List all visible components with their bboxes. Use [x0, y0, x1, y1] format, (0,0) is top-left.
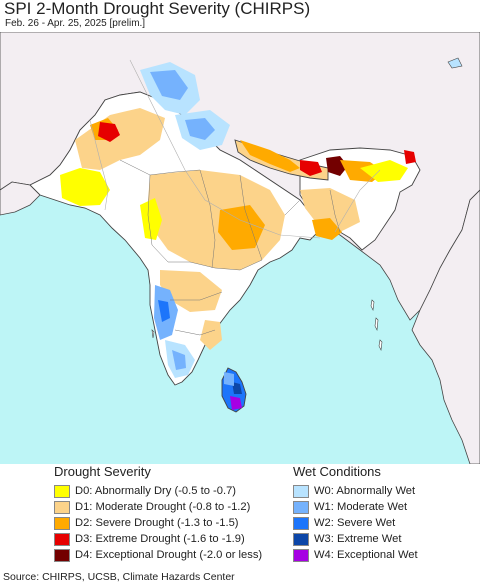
outside-land-west	[0, 181, 41, 216]
legend-label-d4: D4: Exceptional Drought (-2.0 or less)	[75, 549, 263, 561]
legend-swatch-d3	[54, 533, 70, 546]
legend-drought-title: Drought Severity	[54, 464, 151, 479]
map-subtitle: Feb. 26 - Apr. 25, 2025 [prelim.]	[5, 18, 146, 29]
legend-swatch-w3	[293, 533, 309, 546]
legend-label-w3: W3: Extreme Wet	[314, 533, 402, 545]
legend-label-d0: D0: Abnormally Dry (-0.5 to -0.7)	[75, 485, 237, 497]
legend-label-w1: W1: Moderate Wet	[314, 501, 408, 513]
legend-label-w4: W4: Exceptional Wet	[314, 549, 418, 561]
islands	[151, 57, 463, 352]
legend-swatch-d0	[54, 485, 70, 498]
legend-label-w2: W2: Severe Wet	[314, 517, 396, 529]
legend-label-d2: D2: Severe Drought (-1.3 to -1.5)	[75, 517, 239, 529]
map-title: SPI 2-Month Drought Severity (CHIRPS)	[4, 0, 311, 18]
source-credit: Source: CHIRPS, UCSB, Climate Hazards Ce…	[3, 571, 235, 583]
legend-swatch-w2	[293, 517, 309, 530]
legend-swatch-w4	[293, 549, 309, 562]
legend-swatch-d4	[54, 549, 70, 562]
legend-label-d3: D3: Extreme Drought (-1.6 to -1.9)	[75, 533, 245, 545]
legend-swatch-w1	[293, 501, 309, 514]
legend-swatch-d1	[54, 501, 70, 514]
drought-map	[0, 32, 480, 464]
legend: Drought Severity Wet Conditions D0: Abno…	[0, 464, 480, 568]
legend-swatch-w0	[293, 485, 309, 498]
legend-wet-title: Wet Conditions	[293, 464, 381, 479]
legend-label-d1: D1: Moderate Drought (-0.8 to -1.2)	[75, 501, 251, 513]
legend-swatch-d2	[54, 517, 70, 530]
rivers	[89, 59, 381, 239]
outside-land-southeast	[411, 189, 480, 464]
legend-label-w0: W0: Abnormally Wet	[314, 485, 416, 497]
